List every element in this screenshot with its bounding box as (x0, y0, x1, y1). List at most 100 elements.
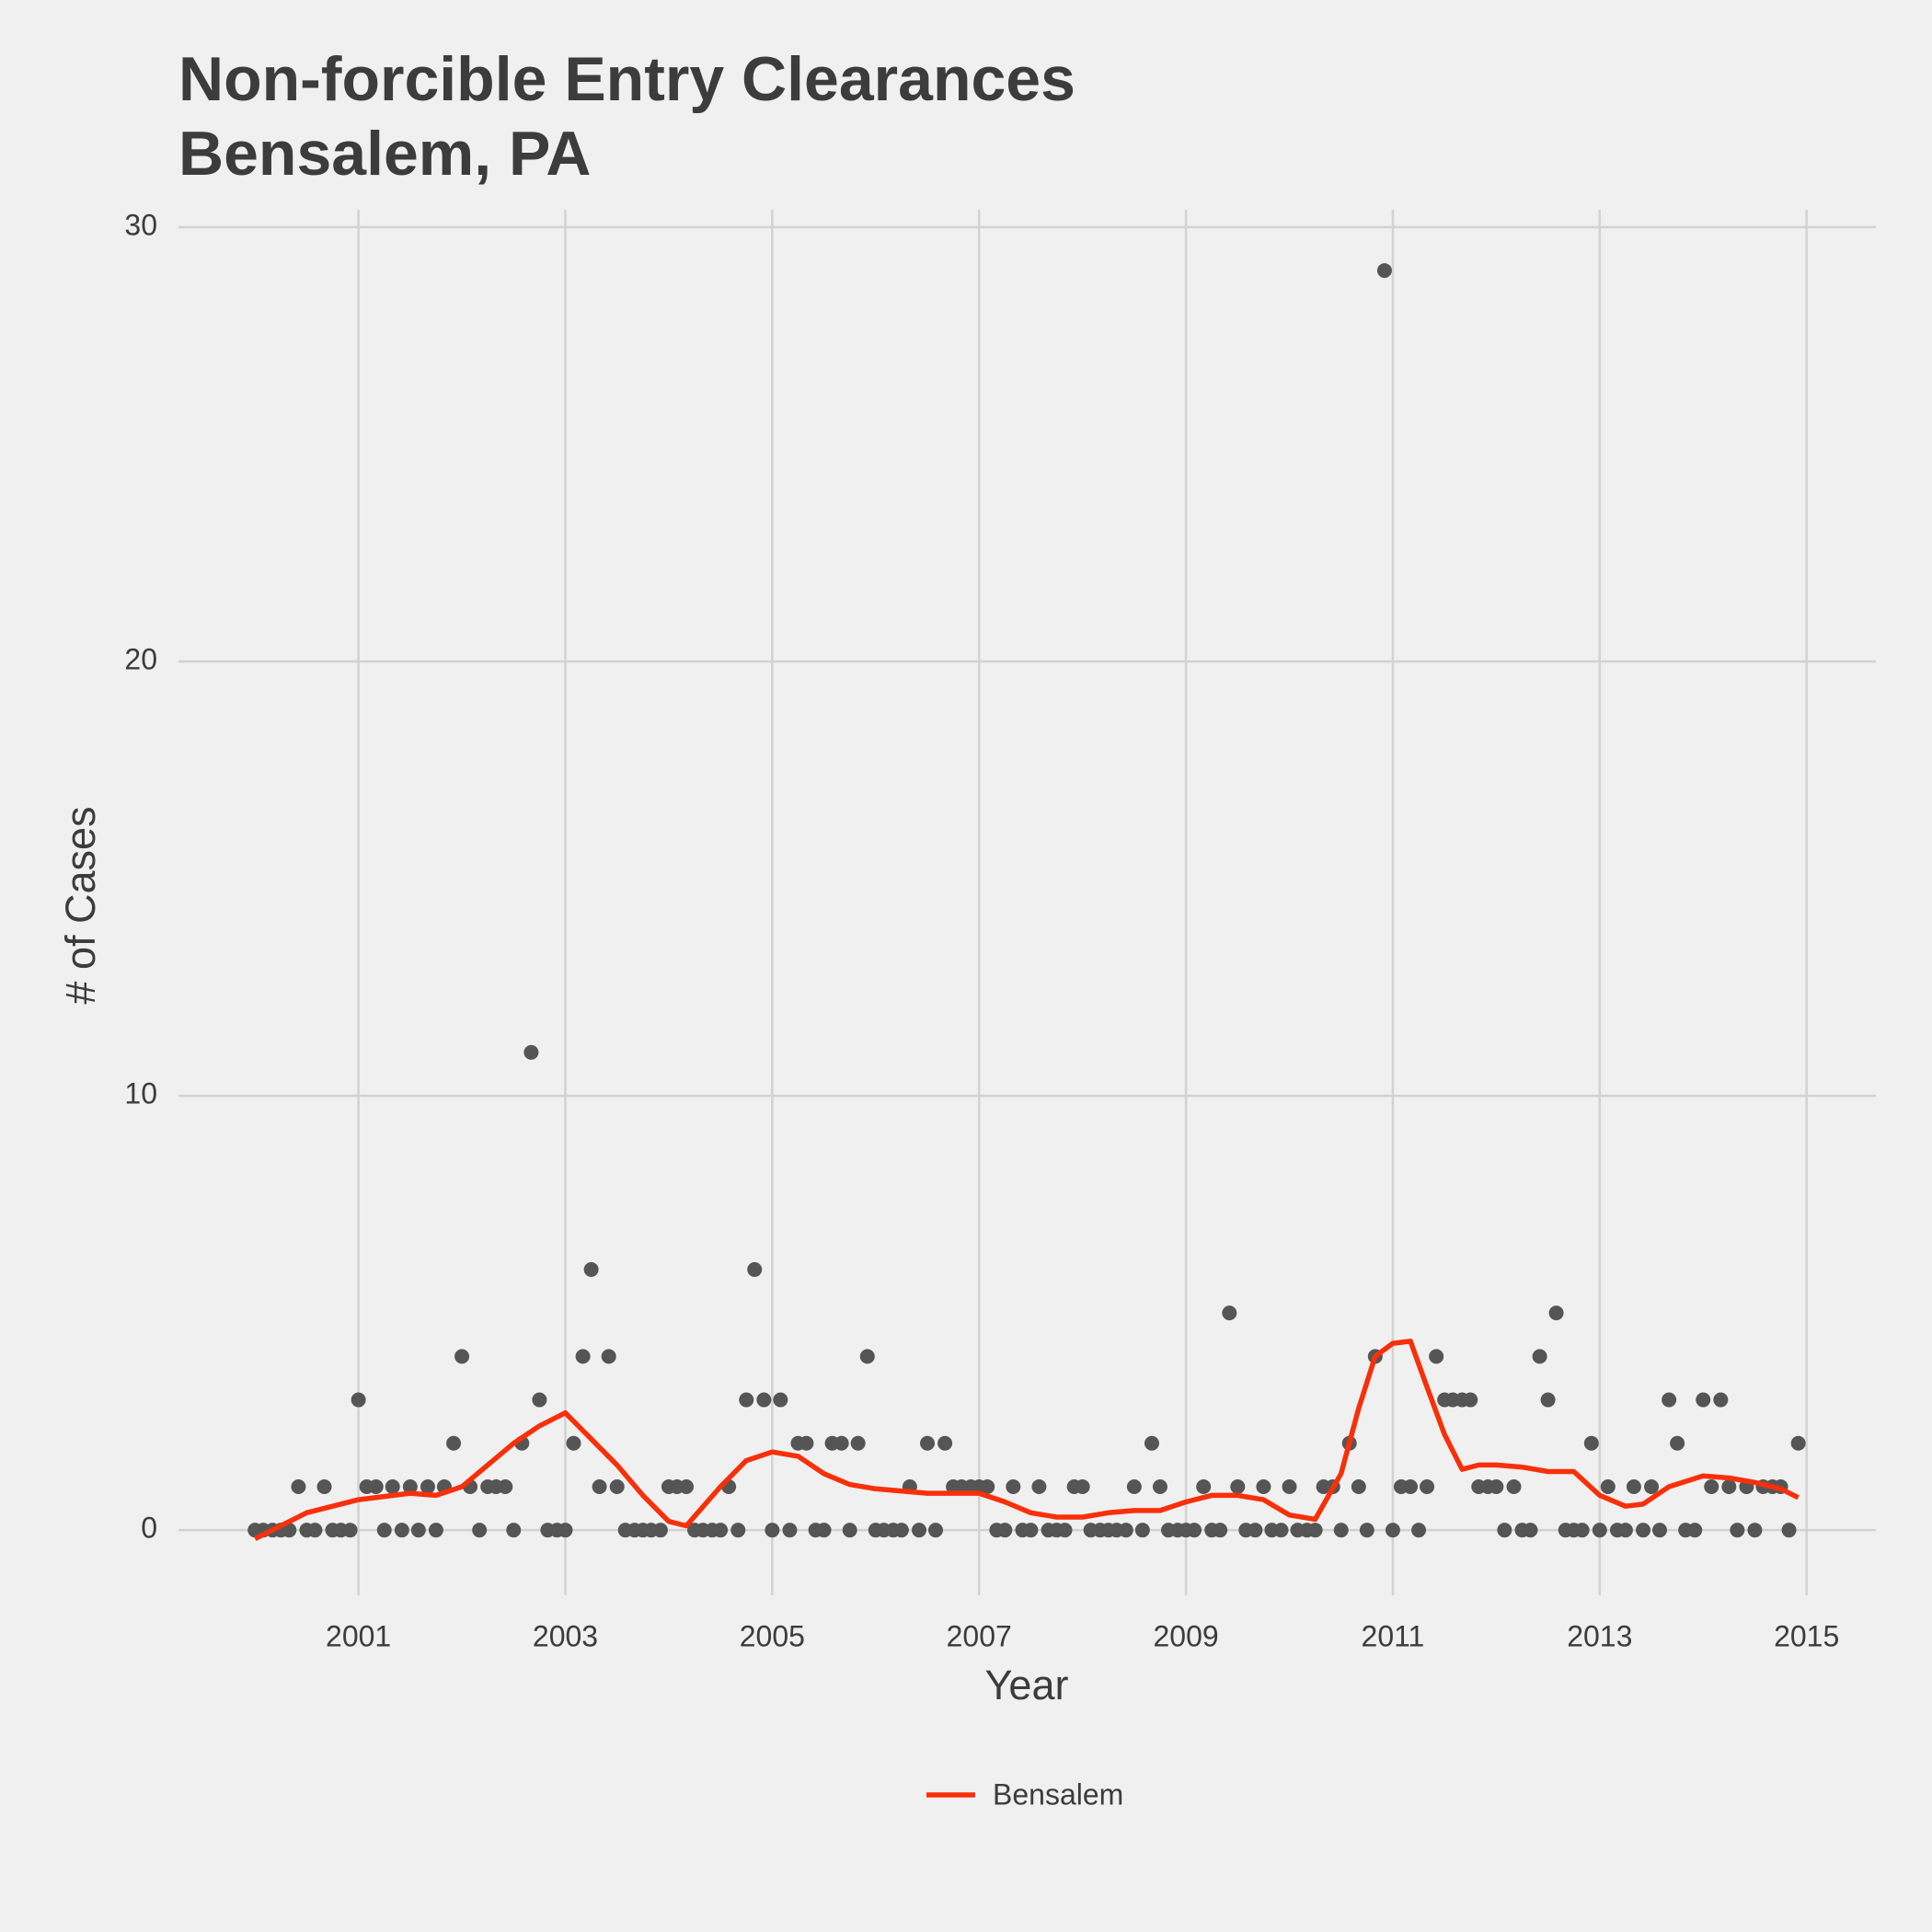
plot (247, 263, 1806, 1542)
point (1662, 1392, 1677, 1408)
point (842, 1523, 857, 1538)
point (730, 1523, 746, 1538)
point (394, 1523, 409, 1538)
point (307, 1523, 323, 1538)
point (1704, 1478, 1719, 1494)
point (1652, 1523, 1668, 1538)
point (1230, 1478, 1246, 1494)
x-tick-label: 2003 (533, 1619, 598, 1652)
point (937, 1435, 953, 1451)
legend-label: Bensalem (993, 1777, 1123, 1811)
point (782, 1523, 798, 1538)
point (713, 1523, 729, 1538)
point (1781, 1523, 1797, 1538)
point (454, 1349, 470, 1364)
x-tick-label: 2001 (326, 1619, 391, 1652)
point (1489, 1478, 1504, 1494)
point (1403, 1478, 1419, 1494)
x-tick-label: 2015 (1774, 1619, 1839, 1652)
point (1057, 1523, 1073, 1538)
x-tick-label: 2007 (947, 1619, 1012, 1652)
point (1523, 1523, 1538, 1538)
point (1747, 1523, 1763, 1538)
point (799, 1435, 814, 1451)
point (912, 1523, 927, 1538)
x-tick-label: 2009 (1153, 1619, 1218, 1652)
point (385, 1478, 400, 1494)
point (1636, 1523, 1651, 1538)
point (980, 1478, 995, 1494)
point (1256, 1478, 1271, 1494)
point (652, 1523, 668, 1538)
x-tick-label: 2013 (1567, 1619, 1632, 1652)
point (679, 1478, 695, 1494)
point (282, 1523, 297, 1538)
point (1006, 1478, 1021, 1494)
point (316, 1478, 332, 1494)
chart-subtitle: Bensalem, PA (178, 119, 591, 189)
point (1713, 1392, 1729, 1408)
point (1790, 1435, 1806, 1451)
point (920, 1435, 936, 1451)
point (291, 1478, 306, 1494)
y-axis-title: # of Cases (57, 806, 104, 1004)
y-tick-label: 10 (124, 1077, 157, 1110)
point (1626, 1478, 1641, 1494)
point (850, 1435, 866, 1451)
point (498, 1478, 513, 1494)
point (1540, 1392, 1556, 1408)
point (1023, 1523, 1039, 1538)
point (506, 1523, 522, 1538)
point (816, 1523, 832, 1538)
point (1574, 1523, 1590, 1538)
point (859, 1349, 875, 1364)
y-tick-label: 20 (124, 642, 157, 675)
point (834, 1435, 849, 1451)
point (575, 1349, 591, 1364)
point (1600, 1478, 1616, 1494)
point (1213, 1523, 1228, 1538)
point (428, 1523, 443, 1538)
point (927, 1523, 943, 1538)
point (1282, 1478, 1297, 1494)
point (747, 1261, 763, 1277)
point (1730, 1523, 1745, 1538)
point (1696, 1392, 1711, 1408)
y-tick-label: 0 (141, 1512, 157, 1545)
point (566, 1435, 581, 1451)
point (1721, 1478, 1737, 1494)
point (1351, 1478, 1366, 1494)
point (446, 1435, 462, 1451)
point (351, 1392, 366, 1408)
point (342, 1523, 358, 1538)
point (376, 1523, 392, 1538)
point (592, 1478, 607, 1494)
point (601, 1349, 616, 1364)
point (1411, 1523, 1427, 1538)
point (420, 1478, 435, 1494)
point (1187, 1523, 1202, 1538)
point (410, 1523, 426, 1538)
x-tick-label: 2011 (1362, 1619, 1425, 1652)
point (1644, 1478, 1660, 1494)
point (532, 1392, 547, 1408)
point (1506, 1478, 1522, 1494)
point (1126, 1478, 1142, 1494)
trend-line (253, 1339, 1800, 1542)
point (1429, 1349, 1444, 1364)
point (1333, 1523, 1349, 1538)
point (1583, 1435, 1599, 1451)
point (1134, 1523, 1150, 1538)
point (1031, 1478, 1047, 1494)
point (1273, 1523, 1289, 1538)
point (1548, 1305, 1564, 1321)
point (756, 1392, 772, 1408)
point (558, 1523, 573, 1538)
point (1144, 1435, 1159, 1451)
point (1687, 1523, 1703, 1538)
point (472, 1523, 488, 1538)
y-tick-label: 30 (124, 208, 157, 241)
point (609, 1478, 625, 1494)
point (402, 1478, 418, 1494)
point (1592, 1523, 1607, 1538)
